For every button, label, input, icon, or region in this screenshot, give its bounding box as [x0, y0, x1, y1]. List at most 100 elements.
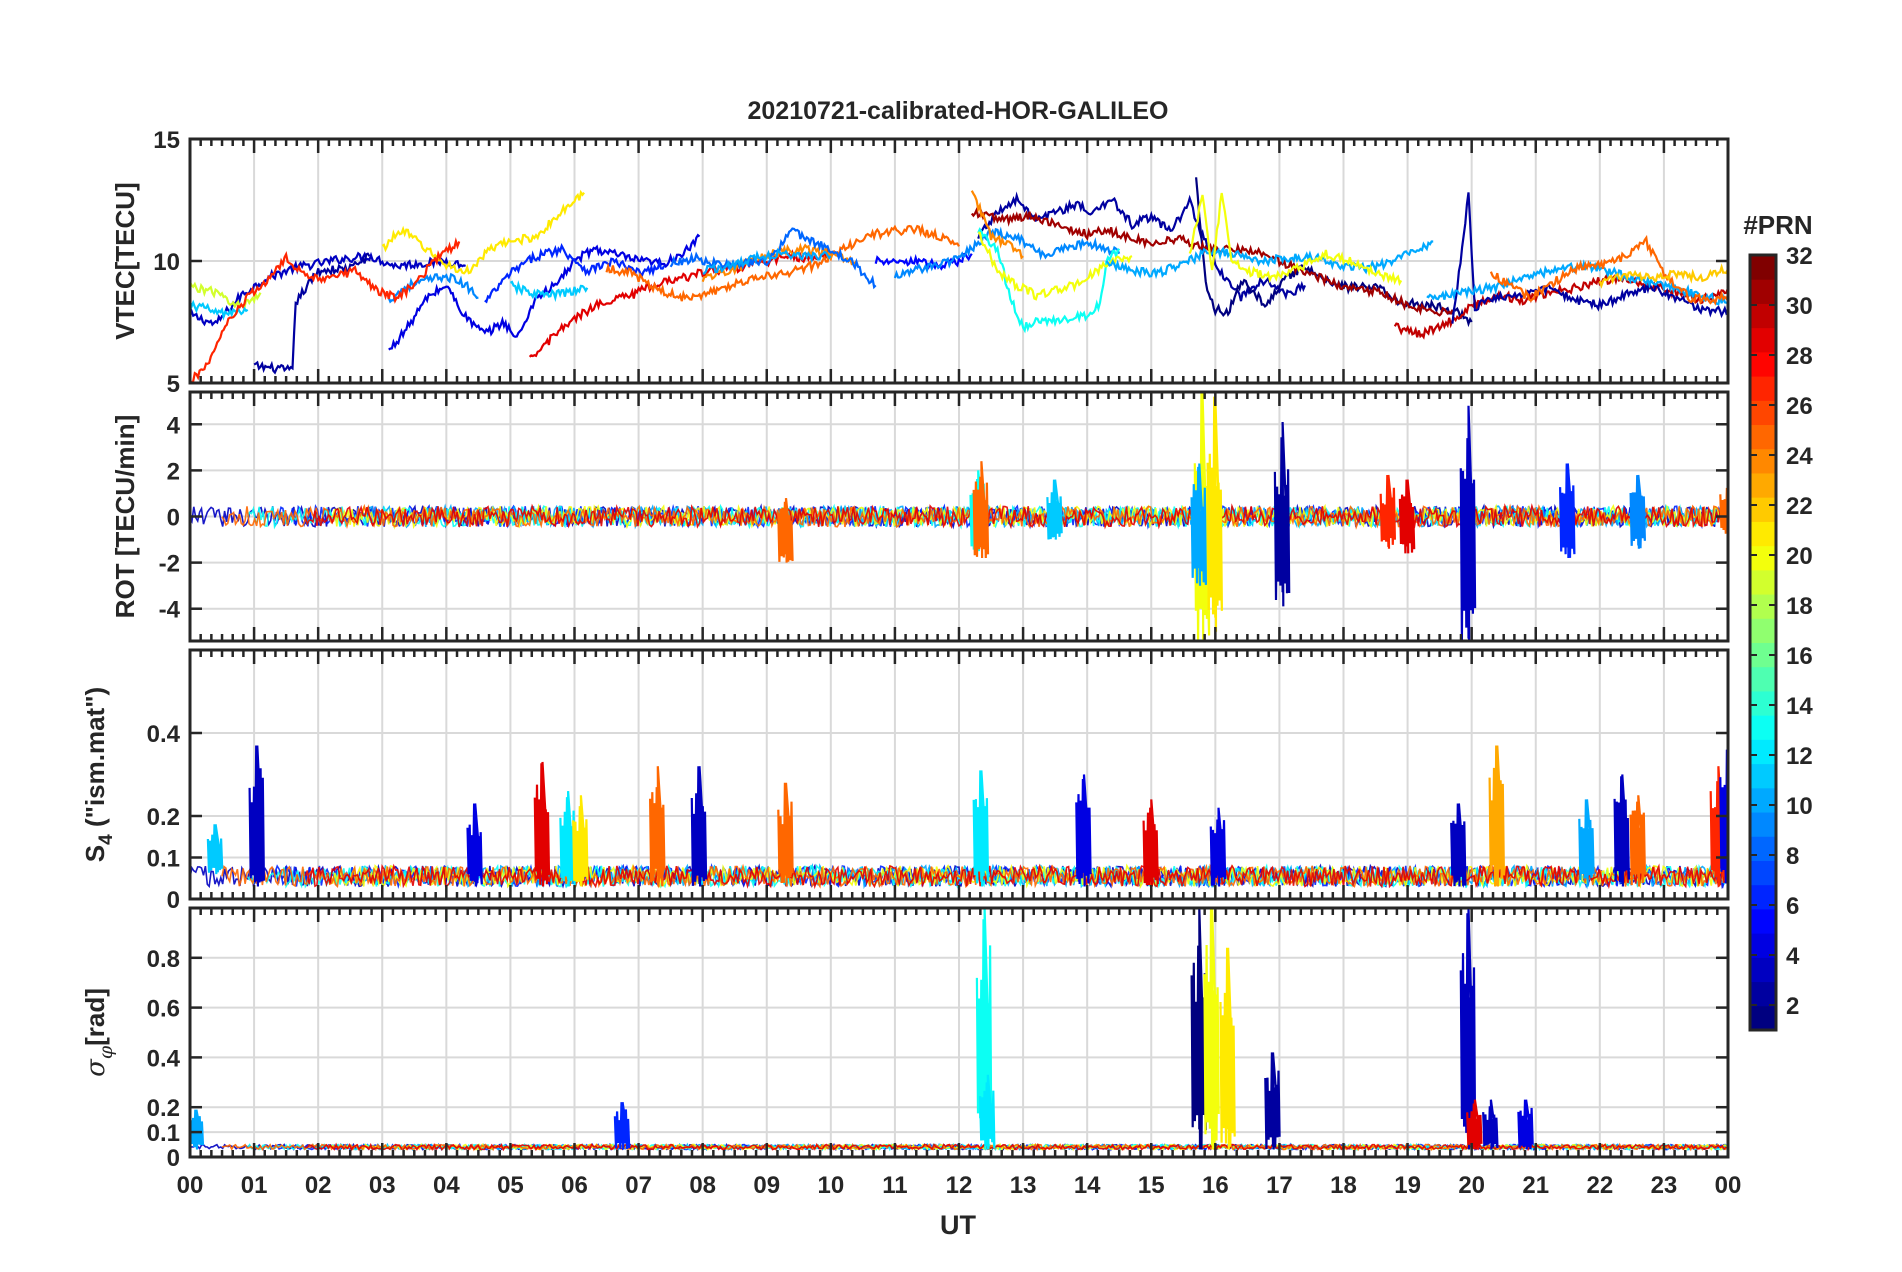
- x-tick-label: 08: [689, 1172, 716, 1199]
- series-prn-30: [1393, 272, 1728, 340]
- colorbar-segment: [1750, 763, 1776, 789]
- x-axis: 00 01 02 03 04 05 06 07 08 09 10 11 12 13 14 15 16 17 18 19…: [177, 1172, 1742, 1199]
- colorbar-tick-label: 24: [1786, 443, 1813, 470]
- colorbar-segment: [1750, 787, 1776, 813]
- y-tick-label: 0.2: [147, 1095, 180, 1122]
- series-prn-11: [509, 280, 589, 303]
- colorbar-tick-label: 16: [1786, 643, 1813, 670]
- y-tick-label: 0.4: [147, 721, 181, 748]
- y-axis-label: S4 ("ism.mat"): [80, 687, 117, 862]
- x-tick-label: 23: [1651, 1172, 1678, 1199]
- series-prn-9: [893, 226, 1121, 279]
- colorbar-tick-label: 12: [1786, 743, 1813, 770]
- colorbar-segment: [1750, 836, 1776, 861]
- colorbar-segment: [1750, 327, 1776, 353]
- spike-prn-21: [572, 795, 589, 887]
- spike-prn-29: [533, 761, 551, 887]
- series-prn-21: [381, 189, 585, 275]
- colorbar-tick-label: 30: [1786, 293, 1813, 320]
- spike-prn-4: [466, 803, 483, 887]
- x-tick-label: 21: [1522, 1172, 1549, 1199]
- colorbar-tick-label: 8: [1786, 843, 1799, 870]
- colorbar-segment: [1750, 303, 1776, 329]
- y-tick-label: -4: [159, 597, 181, 624]
- x-tick-label: 16: [1202, 1172, 1229, 1199]
- y-axis-label: σφ[rad]: [80, 988, 117, 1077]
- y-tick-label: 5: [167, 371, 180, 398]
- colorbar-tick-label: 18: [1786, 593, 1813, 620]
- x-ticks: [188, 650, 1730, 899]
- spike-prn-25: [972, 461, 990, 559]
- spike-prn-4: [1719, 749, 1728, 887]
- spike-prn-27: [1379, 474, 1396, 549]
- x-tick-label: 10: [817, 1172, 844, 1199]
- spike-prn-6: [1559, 463, 1576, 559]
- spike-prn-4: [1075, 774, 1092, 887]
- spike-prn-3: [1450, 803, 1467, 887]
- series-prn-19: [190, 281, 262, 310]
- colorbar-segment: [1750, 908, 1776, 934]
- panel-s4: 0 0.1 0.2 0.4 S4 ("ism.mat"): [80, 648, 1730, 914]
- data-s4: [190, 745, 1728, 890]
- colorbar-tick-label: 2: [1786, 993, 1799, 1020]
- spike-prn-29: [1398, 479, 1416, 554]
- colorbar-segment: [1750, 957, 1776, 983]
- colorbar-segment: [1750, 255, 1776, 280]
- x-tick-label: 11: [882, 1172, 907, 1199]
- x-tick-label: 14: [1074, 1172, 1101, 1199]
- spike-prn-23: [1488, 745, 1505, 887]
- x-ticks: [188, 392, 1730, 641]
- x-tick-label: 19: [1394, 1172, 1421, 1199]
- colorbar-segment: [1750, 545, 1776, 571]
- colorbar-tick-label: 32: [1786, 243, 1813, 270]
- series-prn-10: [702, 247, 832, 275]
- colorbar-segment: [1750, 594, 1776, 619]
- spike-prn-4: [1517, 1099, 1534, 1150]
- spike-prn-25: [777, 782, 794, 887]
- series-prn-29: [528, 247, 831, 358]
- y-axis-label: ROT [TECU/min]: [110, 415, 140, 619]
- spike-prn-21: [1206, 396, 1223, 632]
- x-tick-label: 03: [369, 1172, 396, 1199]
- y-axis-label-rest: [rad]: [80, 988, 110, 1046]
- spike-prn-29: [1466, 1099, 1483, 1150]
- spike-prn-12: [979, 1074, 996, 1150]
- x-tick-label: 09: [753, 1172, 780, 1199]
- x-tick-label: 04: [433, 1172, 460, 1199]
- colorbar-tick-label: 14: [1786, 693, 1813, 720]
- trace-prn-29: [304, 503, 1727, 530]
- y-tick-label: 0.2: [147, 804, 180, 831]
- spike-prn-25: [1629, 795, 1646, 887]
- spike-prn-12: [972, 770, 990, 887]
- x-ticks: [188, 908, 1730, 1157]
- spike-prn-3: [1482, 1099, 1499, 1150]
- spike-prn-13: [975, 908, 993, 1150]
- y-axis-label-sub: 4: [96, 834, 117, 845]
- series-prn-2: [1451, 192, 1728, 324]
- colorbar-tick-label: 22: [1786, 493, 1813, 520]
- colorbar-segment: [1750, 618, 1776, 643]
- colorbar-segment: [1750, 860, 1776, 886]
- colorbar-tick-label: 10: [1786, 793, 1813, 820]
- series-prn-10: [1105, 240, 1434, 280]
- x-tick-label: 20: [1458, 1172, 1485, 1199]
- series-prn-20: [977, 231, 1133, 301]
- colorbar-segment: [1750, 715, 1776, 740]
- spike-prn-3: [1459, 908, 1477, 1150]
- x-axis-label: UT: [940, 1210, 976, 1240]
- colorbar-segment: [1750, 472, 1776, 498]
- spike-prn-21: [1219, 947, 1236, 1150]
- spike-prn-2: [1264, 1052, 1281, 1150]
- spike-prn-11: [206, 824, 224, 875]
- colorbar-tick-label: 28: [1786, 343, 1813, 370]
- colorbar-segment: [1750, 981, 1776, 1007]
- colorbar-segment: [1750, 279, 1776, 304]
- y-tick-label: 0: [167, 505, 180, 532]
- trace-prn-29: [305, 1142, 1727, 1152]
- spike-prn-25: [1719, 481, 1728, 535]
- y-tick-label: 0.8: [147, 946, 180, 973]
- colorbar-label: #PRN: [1743, 210, 1812, 240]
- data-vtec: [190, 177, 1728, 383]
